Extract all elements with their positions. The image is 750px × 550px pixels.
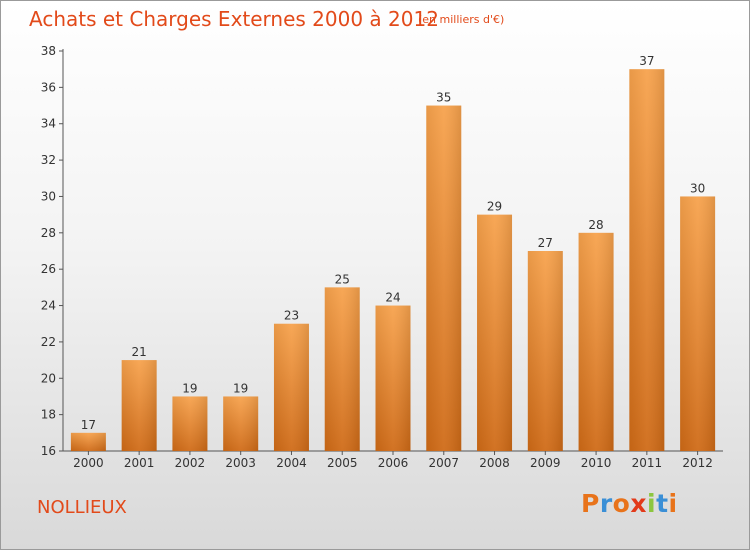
logo-letter: i <box>668 489 678 518</box>
data-label: 27 <box>538 236 553 250</box>
data-label: 19 <box>233 381 248 395</box>
data-label: 30 <box>690 181 705 195</box>
y-tick-label: 20 <box>41 371 56 385</box>
y-tick-label: 16 <box>41 444 56 458</box>
bar-shade <box>426 105 462 451</box>
y-tick-label: 22 <box>41 335 56 349</box>
proxiti-logo: Proxiti <box>581 489 678 518</box>
x-tick-label: 2005 <box>327 456 358 470</box>
x-tick-label: 2000 <box>73 456 104 470</box>
chart-axes: 16 18 20 22 24 26 28 30 32 34 36 38 <box>41 44 723 458</box>
x-tick-label: 2010 <box>581 456 612 470</box>
logo-letter: o <box>612 489 631 518</box>
logo-letter: t <box>656 489 669 518</box>
data-label: 21 <box>132 345 147 359</box>
x-tick-label: 2006 <box>378 456 409 470</box>
y-tick-label: 26 <box>41 262 56 276</box>
data-label: 25 <box>335 272 350 286</box>
x-tick-label: 2003 <box>225 456 256 470</box>
y-tick-label: 38 <box>41 44 56 58</box>
data-label: 24 <box>385 291 400 305</box>
bar-shade <box>629 69 665 451</box>
y-tick-label: 24 <box>41 299 56 313</box>
x-tick-label: 2011 <box>632 456 663 470</box>
logo-letter: r <box>599 489 613 518</box>
logo-letter: P <box>581 489 600 518</box>
y-tick-label: 36 <box>41 80 56 94</box>
data-label: 17 <box>81 418 96 432</box>
bar-shade <box>680 196 716 451</box>
x-tick-label: 2004 <box>276 456 307 470</box>
y-tick-label: 32 <box>41 153 56 167</box>
y-tick-label: 28 <box>41 226 56 240</box>
y-tick-label: 34 <box>41 117 56 131</box>
x-tick-label: 2009 <box>530 456 561 470</box>
x-tick-label: 2001 <box>124 456 155 470</box>
x-tick-label: 2012 <box>682 456 713 470</box>
bar-shade <box>578 232 614 451</box>
bar-shade <box>172 396 208 451</box>
chart-subtitle: (en milliers d'€) <box>418 13 505 26</box>
bar-shade <box>121 360 157 451</box>
chart-labels: 2000 17 2001 21 2002 19 2003 19 2004 23 2005 25 2006… <box>73 54 713 470</box>
chart-title: Achats et Charges Externes 2000 à 2012 <box>29 7 439 31</box>
commune-name: NOLLIEUX <box>37 497 127 518</box>
y-tick-label: 30 <box>41 189 56 203</box>
bar-shade <box>223 396 259 451</box>
bar-shade <box>527 251 563 451</box>
bar-shade <box>477 214 513 451</box>
x-tick-label: 2002 <box>175 456 206 470</box>
bar-shade <box>375 305 411 451</box>
data-label: 28 <box>588 218 603 232</box>
y-tick-label: 18 <box>41 408 56 422</box>
bar-shade <box>324 287 360 451</box>
data-label: 35 <box>436 91 451 105</box>
data-label: 37 <box>639 54 654 68</box>
logo-letter: i <box>647 489 657 518</box>
data-label: 19 <box>182 381 197 395</box>
bar-shade <box>70 432 106 451</box>
chart-bars <box>70 69 716 451</box>
data-label: 29 <box>487 200 502 214</box>
x-tick-label: 2007 <box>428 456 459 470</box>
data-label: 23 <box>284 309 299 323</box>
bar-shade <box>273 323 309 451</box>
x-tick-label: 2008 <box>479 456 510 470</box>
logo-letter: x <box>630 489 647 518</box>
